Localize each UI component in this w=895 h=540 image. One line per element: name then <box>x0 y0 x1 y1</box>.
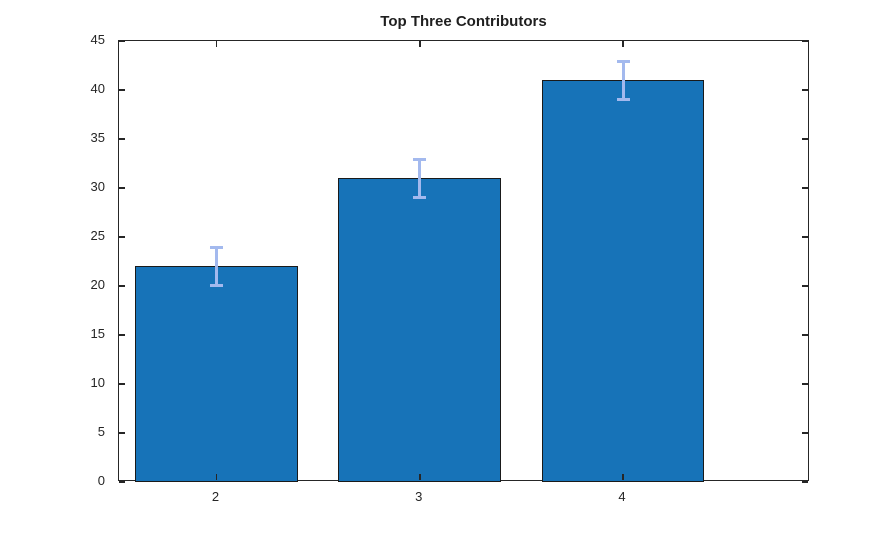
y-tick-mark <box>802 40 808 42</box>
y-tick-label: 45 <box>90 32 105 47</box>
y-tick-mark <box>119 40 125 42</box>
y-tick-label: 35 <box>90 130 105 145</box>
y-tick-mark <box>802 236 808 238</box>
error-bar-top-cap <box>210 245 224 249</box>
bar <box>541 80 705 482</box>
x-tick-label: 3 <box>415 489 423 504</box>
error-bar-bottom-cap <box>616 97 630 101</box>
x-tick-label: 2 <box>211 489 220 504</box>
y-tick-mark <box>119 138 125 140</box>
y-tick-mark <box>802 334 808 336</box>
bar <box>338 178 502 482</box>
y-tick-mark <box>802 285 808 287</box>
y-tick-mark <box>802 138 808 140</box>
y-tick-mark <box>119 383 125 385</box>
x-tick-mark <box>215 474 218 480</box>
error-bar-bottom-cap <box>210 284 224 287</box>
y-tick-label: 25 <box>90 228 105 243</box>
plot-area <box>118 40 809 483</box>
x-tick-label: 4 <box>618 489 626 504</box>
y-tick-mark <box>802 432 808 434</box>
y-tick-mark <box>119 187 125 189</box>
y-tick-mark <box>119 236 125 238</box>
error-bar-bottom-cap <box>413 195 427 199</box>
y-tick-mark <box>802 89 808 91</box>
y-tick-label: 5 <box>97 424 105 439</box>
y-tick-mark <box>119 285 125 287</box>
x-tick-mark <box>215 41 218 47</box>
y-tick-mark <box>119 481 125 483</box>
y-tick-mark <box>119 89 125 91</box>
y-tick-mark <box>802 383 808 385</box>
y-tick-label: 20 <box>90 277 105 292</box>
error-bar <box>215 246 219 286</box>
y-tick-label: 40 <box>90 81 105 96</box>
chart-title: Top Three Contributors <box>380 13 547 30</box>
error-bar-top-cap <box>616 59 630 63</box>
error-bar-top-cap <box>413 157 427 161</box>
y-tick-mark <box>119 334 125 336</box>
y-tick-label: 30 <box>90 179 105 194</box>
y-tick-label: 0 <box>97 473 105 488</box>
y-tick-mark <box>119 432 125 434</box>
y-tick-mark <box>802 187 808 189</box>
error-bar <box>621 60 625 100</box>
x-tick-mark <box>419 474 421 480</box>
error-bar <box>418 158 422 198</box>
x-tick-mark <box>622 41 624 47</box>
bar <box>135 266 298 482</box>
x-tick-mark <box>419 41 421 47</box>
y-tick-mark <box>802 481 808 483</box>
y-tick-label: 15 <box>90 326 105 341</box>
y-tick-label: 10 <box>90 375 105 390</box>
x-tick-mark <box>622 474 624 480</box>
